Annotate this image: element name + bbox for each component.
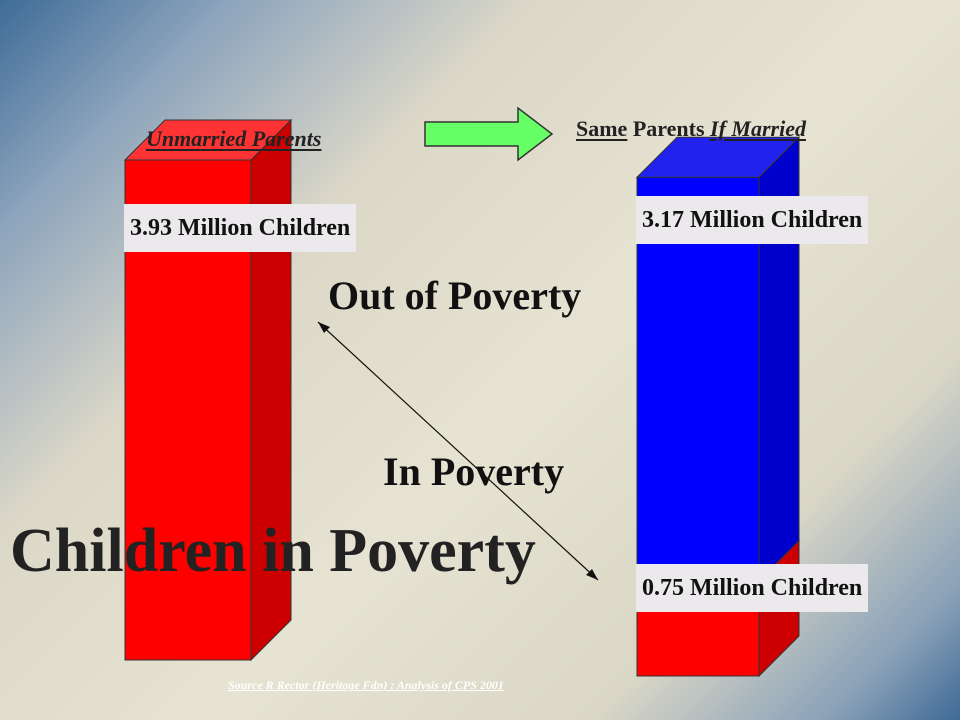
transition-arrow-icon	[424, 106, 554, 162]
right-heading-parents: Parents	[627, 116, 711, 141]
source-note: Source R Rector (Heritage Fdn) : Analysi…	[228, 678, 504, 692]
slide-title: Children in Poverty	[10, 517, 536, 585]
right-heading-same: Same	[576, 116, 628, 141]
bar-married-out-of-poverty	[635, 136, 801, 582]
out-of-poverty-label: Out of Poverty	[328, 273, 582, 318]
in-poverty-label: In Poverty	[383, 449, 565, 494]
connector-line	[317, 321, 599, 581]
bar-unmarried-in-poverty	[123, 118, 293, 662]
right-heading: Same Parents If Married	[576, 116, 806, 142]
left-bar-value-label: 3.93 Million Children	[124, 204, 357, 252]
right-in-value-label: 0.75 Million Children	[636, 564, 869, 612]
right-out-value-label: 3.17 Million Children	[636, 196, 869, 244]
right-heading-if-married: If Married	[710, 116, 806, 141]
left-heading: Unmarried Parents	[146, 126, 322, 151]
